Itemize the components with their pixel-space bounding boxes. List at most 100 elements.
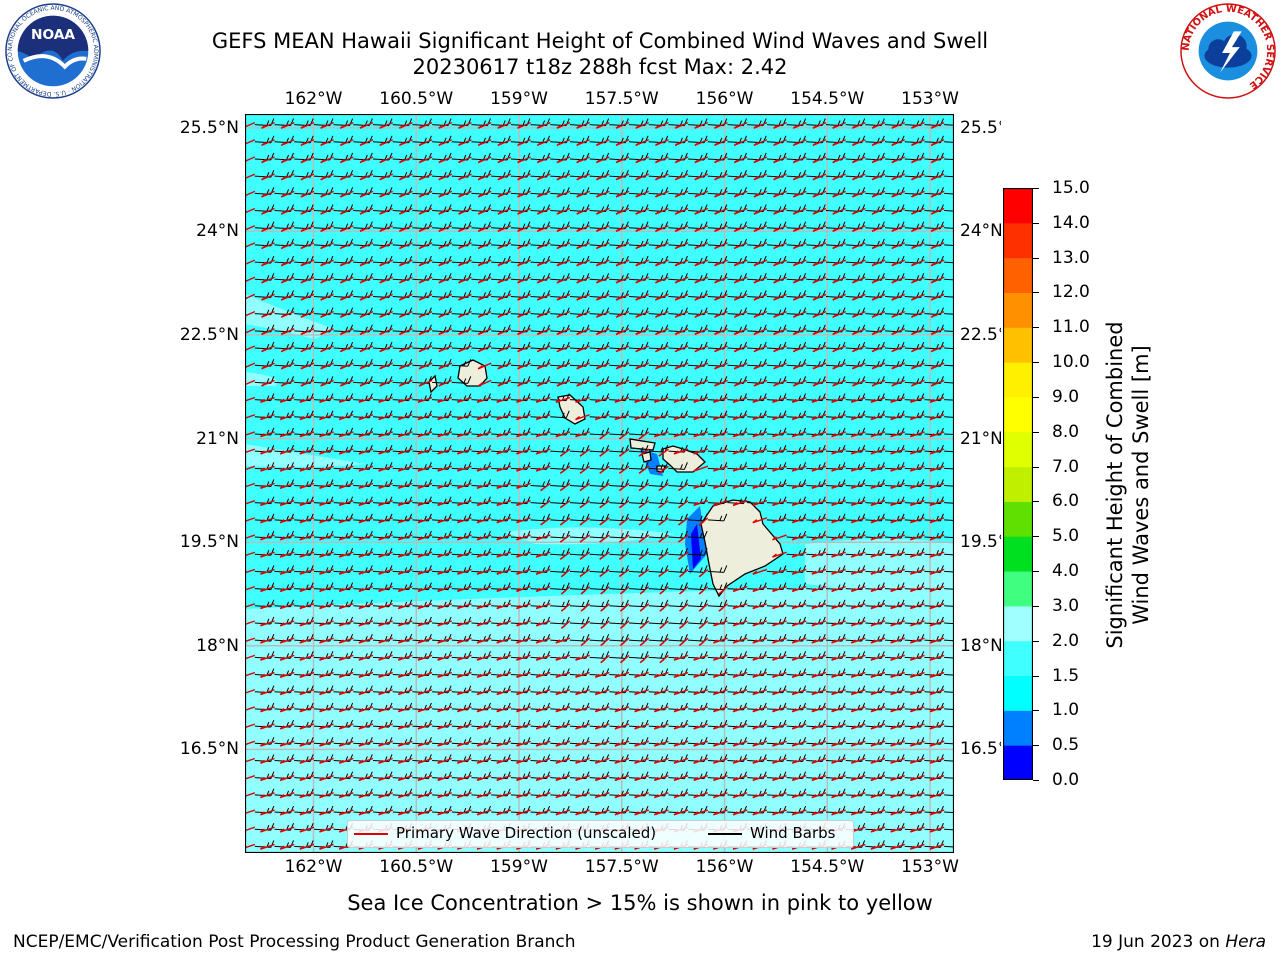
wind-barb-flag — [364, 292, 368, 298]
wind-barb-flag — [778, 326, 782, 333]
wave-direction-arrow — [535, 465, 551, 472]
wind-barb-flag — [640, 189, 644, 195]
wind-barb — [589, 485, 606, 487]
wave-arrow-head — [733, 244, 739, 250]
wind-barb — [609, 450, 626, 453]
wave-arrow-head — [831, 450, 837, 455]
wind-barb-flag — [286, 378, 290, 384]
wind-barb-flag — [679, 292, 683, 298]
wave-arrow-head — [714, 296, 719, 301]
wave-direction-arrow — [693, 414, 709, 421]
wind-barb-flag — [758, 309, 762, 315]
wave-arrow-head — [320, 141, 326, 146]
wind-barb-flag — [325, 120, 329, 126]
wave-arrow-head — [615, 348, 621, 353]
wave-arrow-head — [359, 210, 365, 215]
wave-arrow-head — [378, 433, 384, 438]
wind-barb-flag — [404, 361, 408, 367]
wave-arrow-head — [517, 365, 522, 370]
wave-arrow-head — [851, 348, 857, 353]
wave-arrow-head — [599, 486, 605, 492]
wave-arrow-head — [753, 176, 759, 181]
wave-direction-arrow — [417, 482, 433, 489]
wave-arrow-head — [871, 193, 877, 198]
nws-logo: NATIONAL WEATHER SERVICE — [1180, 3, 1276, 99]
wind-barb-flag — [309, 393, 314, 401]
wind-barb-flag — [861, 479, 866, 487]
wind-barb-flag — [778, 223, 782, 229]
wave-arrow-head — [379, 262, 385, 267]
wind-barb-flag — [581, 223, 585, 229]
wave-arrow-head — [535, 398, 541, 403]
wind-barb-flag — [620, 240, 624, 247]
wave-arrow-head — [930, 330, 936, 336]
wave-arrow-head — [338, 415, 344, 421]
wave-arrow-head — [694, 296, 700, 301]
wind-barb — [944, 210, 954, 212]
wave-arrow-head — [437, 433, 443, 438]
wave-arrow-head — [635, 313, 641, 318]
wave-direction-arrow — [299, 431, 315, 438]
wind-barb-flag — [935, 154, 939, 161]
wave-arrow-head — [655, 313, 660, 318]
wind-barb-flag — [522, 326, 526, 333]
wind-barb-flag — [266, 378, 270, 384]
wave-arrow-head — [930, 279, 936, 284]
wind-barb-flag — [384, 292, 388, 298]
wave-direction-arrow — [831, 482, 846, 489]
wind-barb-flag — [857, 223, 861, 229]
wind-barb-flag — [876, 309, 880, 315]
wind-barb-flag — [463, 257, 467, 264]
wind-barb-flag — [935, 189, 939, 195]
wind-barb-flag — [935, 171, 939, 178]
wave-arrow-head — [496, 467, 502, 472]
wind-barb-flag — [286, 326, 290, 333]
wave-direction-arrow — [614, 396, 630, 404]
wind-barb-flag — [778, 120, 782, 126]
wind-barb-flag — [900, 444, 905, 453]
wave-arrow-head — [320, 124, 326, 129]
wind-barb-flag — [660, 464, 664, 470]
wind-barb-flag — [266, 171, 270, 178]
wave-direction-arrow — [437, 396, 453, 404]
wind-barb-flag — [699, 171, 703, 178]
wind-barb — [944, 261, 954, 264]
wave-arrow-head — [279, 433, 285, 438]
wave-arrow-head — [655, 330, 660, 336]
wave-arrow-head — [732, 433, 738, 438]
wind-barb-flag — [561, 378, 565, 384]
wave-direction-arrow — [929, 396, 945, 404]
wave-direction-arrow — [245, 414, 256, 419]
wave-arrow-head — [280, 124, 286, 129]
wave-arrow-head — [694, 244, 700, 250]
wave-arrow-head — [871, 176, 877, 181]
wave-arrow-head — [261, 141, 266, 146]
wind-barb-flag — [349, 462, 354, 470]
wind-barb-flag — [916, 257, 920, 264]
wind-barb-flag — [679, 257, 683, 264]
wind-barb-flag — [837, 326, 841, 333]
wave-arrow-head — [791, 398, 797, 403]
wave-arrow-head — [398, 244, 404, 250]
wind-barb-flag — [345, 223, 349, 229]
wave-arrow-head — [536, 244, 542, 250]
wind-barb-flag — [916, 240, 920, 247]
wind-barb-flag — [483, 120, 486, 126]
wind-barb-flag — [900, 393, 905, 401]
wind-barb-flag — [778, 275, 782, 281]
wave-arrow-head — [674, 382, 680, 387]
wind-barb-flag — [404, 326, 408, 333]
wind-barb-flag — [699, 326, 703, 333]
wind-barb-flag — [463, 240, 467, 247]
wind-barb-flag — [640, 326, 644, 333]
wind-barb-flag — [758, 223, 762, 229]
wind-barb-flag — [719, 257, 723, 264]
wave-direction-arrow — [713, 465, 728, 472]
wind-barb-flag — [817, 343, 821, 350]
wave-direction-arrow — [752, 482, 768, 489]
wind-barb-flag — [561, 481, 565, 487]
wind-barb-flag — [463, 378, 467, 384]
wind-barb-flag — [309, 462, 314, 470]
wind-barb-flag — [723, 462, 728, 470]
wind-barb-flag — [601, 361, 605, 367]
